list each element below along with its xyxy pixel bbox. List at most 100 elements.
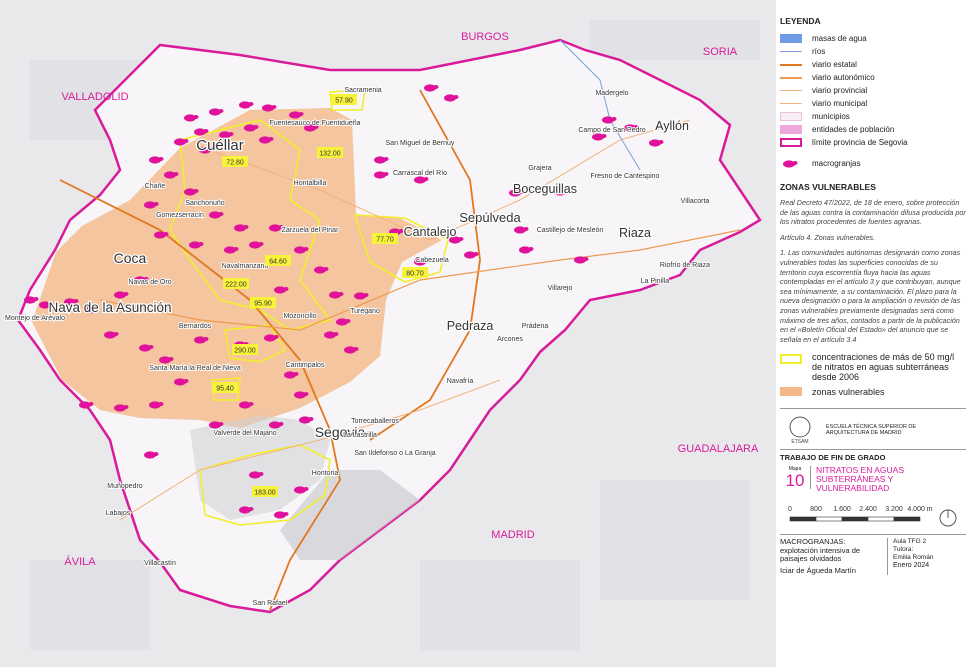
macrogranja-head	[345, 319, 351, 323]
macrogranja	[289, 111, 301, 119]
macrogranja-head	[193, 189, 199, 193]
macrogranja	[259, 136, 271, 144]
macrogranja-head	[243, 225, 249, 229]
macrogranja	[249, 471, 261, 479]
tutor-label: Tutora:	[893, 546, 914, 554]
macrogranja	[414, 176, 426, 184]
macrogranja	[194, 128, 206, 136]
legend-swatch-fill	[780, 90, 802, 91]
town-label: Villacorta	[681, 198, 710, 205]
macrogranja-head	[88, 402, 94, 406]
macrogranja	[329, 291, 341, 299]
town-label: San Miguel de Bernuy	[386, 140, 455, 147]
legend-swatch-icon	[783, 160, 798, 168]
legend-swatch-fill	[780, 51, 802, 52]
macrogranja-head	[278, 422, 284, 426]
macrogranja-head	[143, 277, 149, 281]
author: Iciar de Águeda Martín	[780, 565, 856, 575]
macrogranja-head	[303, 392, 309, 396]
legend-swatch-fill	[780, 138, 802, 147]
macrogranja-head	[253, 125, 259, 129]
town-label-major: Segovia	[315, 424, 366, 440]
macrogranja-head	[268, 137, 274, 141]
legend-label: viario estatal	[812, 60, 857, 69]
nitrate-area	[199, 444, 331, 526]
nitrate-label: 64.60	[269, 259, 287, 266]
scale-label: 0	[788, 506, 792, 513]
macrogranja	[592, 133, 604, 141]
scale-label: 2.400	[859, 506, 877, 513]
town-label: Grajera	[528, 165, 551, 172]
road-provincial	[119, 379, 501, 521]
legend-swatch	[780, 387, 802, 397]
vulnerable-zone	[32, 108, 442, 428]
macrogranja	[414, 258, 426, 266]
macrogranja-head	[611, 117, 617, 121]
macrogranja-head	[148, 345, 154, 349]
macrogranja	[149, 401, 161, 409]
scale-segment	[841, 517, 869, 522]
terrain-patch	[30, 560, 150, 650]
macrogranja-head	[333, 332, 339, 336]
nitrate-area	[353, 214, 449, 283]
macrogranja-head	[518, 190, 524, 194]
town-label: La Pinilla	[641, 278, 670, 285]
legend-swatch	[780, 138, 802, 147]
macrogranja	[444, 94, 456, 102]
legend-item: municipios	[780, 110, 966, 123]
tutor: Emilia Román	[893, 554, 934, 562]
legend-label: municipios	[812, 112, 850, 121]
town-label: Hontalbilla	[294, 180, 327, 187]
macrogranja-head	[283, 287, 289, 291]
province-label: BURGOS	[461, 31, 509, 43]
date: Enero 2024	[893, 562, 930, 570]
macrogranja	[244, 124, 256, 132]
nitrate-label: 95.40	[216, 386, 234, 393]
macrogranja-head	[73, 299, 79, 303]
town-label: Navalmanzano	[222, 263, 269, 270]
macrogranja-head	[158, 157, 164, 161]
nitrate-label-box	[331, 94, 357, 105]
macrogranja	[624, 124, 636, 132]
legend-swatch	[780, 86, 802, 95]
macrogranja-head	[528, 247, 534, 251]
macrogranja-head	[233, 247, 239, 251]
town-label: Riofrío de Riaza	[660, 262, 710, 269]
town-label: Navas de Oro	[128, 279, 171, 286]
nitrate-label-box	[402, 267, 428, 278]
macrogranja	[374, 171, 386, 179]
town-label: Montejo de Arévalo	[5, 315, 65, 322]
macrogranja	[24, 296, 36, 304]
macrogranja	[234, 224, 246, 232]
macrogranja	[424, 84, 436, 92]
macrogranja	[184, 188, 196, 196]
macrogranja	[194, 336, 206, 344]
macrogranja-head	[353, 347, 359, 351]
map-number-box: Mapa 10	[780, 466, 811, 490]
legend-label: viario provincial	[812, 86, 868, 95]
town-label: Valverde del Majano	[213, 430, 276, 437]
macrogranja	[174, 378, 186, 386]
legend-swatch	[780, 73, 802, 82]
nitrate-label-box	[317, 147, 343, 158]
macrogranja	[139, 344, 151, 352]
town-label: San Rafael	[253, 600, 288, 607]
town-label: San Ildefonso o La Granja	[354, 450, 435, 457]
town-label: Villarejo	[548, 285, 573, 292]
macrogranja	[159, 356, 171, 364]
nitrate-label-box	[222, 156, 248, 167]
legend-item: macrogranjas	[780, 157, 966, 170]
nitrate-area	[169, 119, 332, 331]
town-label: La Lastrilla	[343, 432, 377, 439]
terrain-patch	[600, 480, 750, 600]
scale-segment	[815, 517, 843, 522]
legend-item: viario provincial	[780, 84, 966, 97]
article-body: 1. Las comunidades autónomas designarán …	[780, 248, 961, 344]
nitrate-label: 222.00	[225, 282, 247, 289]
town-label: Carrascal del Río	[393, 170, 447, 177]
macrogranja	[164, 171, 176, 179]
town-label: Sanchonuño	[185, 200, 224, 207]
macrogranja-head	[473, 252, 479, 256]
macrogranja	[219, 131, 231, 139]
